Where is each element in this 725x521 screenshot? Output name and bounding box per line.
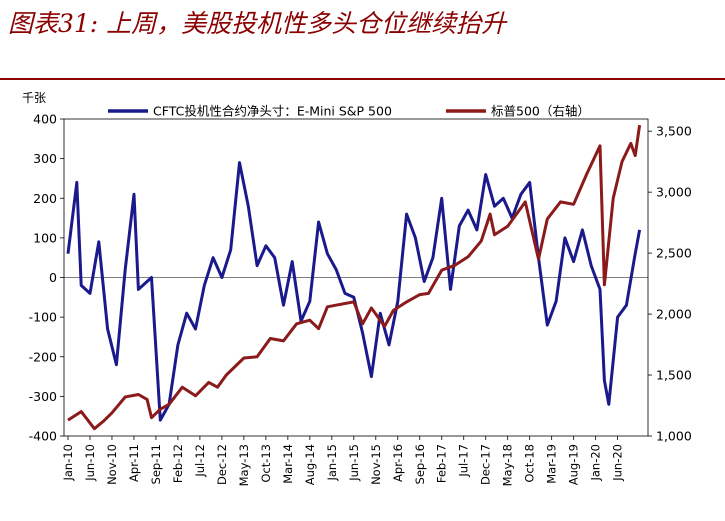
legend-label: CFTC投机性合约净头寸：E-Mini S&P 500 [153,104,392,119]
left-tick-label: 300 [33,151,57,166]
right-tick-label: 3,000 [656,185,692,200]
left-tick-label: -200 [29,349,57,364]
x-tick-label: Aug-19 [567,444,581,485]
x-tick-label: Jun-10 [83,444,97,482]
x-tick-label: Oct-18 [523,444,537,483]
left-tick-label: -100 [29,310,57,325]
cftc-net-position-line [66,161,642,422]
x-tick-label: Jul-17 [457,444,471,478]
right-tick-label: 1,500 [656,368,692,383]
left-tick-label: -300 [29,389,57,404]
left-axis-unit: 千张 [22,91,46,105]
x-tick-label: May-13 [237,444,251,486]
sp500-line [67,124,642,431]
x-tick-label: Mar-14 [281,444,295,484]
x-tick-label: Jan-10 [61,444,75,482]
right-tick-label: 1,000 [656,429,692,444]
x-tick-label: Oct-13 [259,444,273,483]
x-tick-label: Apr-11 [127,444,141,482]
x-tick-label: Sep-11 [149,444,163,484]
x-tick-label: Sep-16 [413,444,427,484]
right-tick-label: 2,500 [656,246,692,261]
x-tick-label: Jan-20 [589,444,603,482]
x-tick-label: Mar-19 [545,444,559,484]
x-tick-label: Dec-17 [479,444,493,485]
legend-label: 标普500（右轴） [491,104,590,119]
right-tick-label: 2,000 [656,307,692,322]
left-tick-label: 400 [33,112,57,127]
right-tick-label: 3,500 [656,124,692,139]
x-tick-label: Jun-20 [611,444,625,482]
left-tick-label: 100 [33,230,57,245]
x-tick-label: Nov-10 [105,444,119,485]
left-tick-label: -400 [29,429,57,444]
x-tick-label: Jan-15 [325,444,339,482]
x-tick-label: Dec-12 [215,444,229,485]
left-tick-label: 200 [33,191,57,206]
page-title: 图表31: 上周，美股投机性多头仓位继续抬升 [8,9,507,38]
left-tick-label: 0 [49,270,57,285]
x-tick-label: Nov-15 [369,444,383,485]
x-tick-label: Jul-12 [193,444,207,478]
x-tick-label: May-18 [501,444,515,486]
x-tick-label: Apr-16 [391,444,405,482]
x-tick-label: Feb-12 [171,444,185,483]
x-tick-label: Jun-15 [347,444,361,482]
title-divider [0,78,725,80]
x-tick-label: Feb-17 [435,444,449,483]
x-tick-label: Aug-14 [303,444,317,485]
